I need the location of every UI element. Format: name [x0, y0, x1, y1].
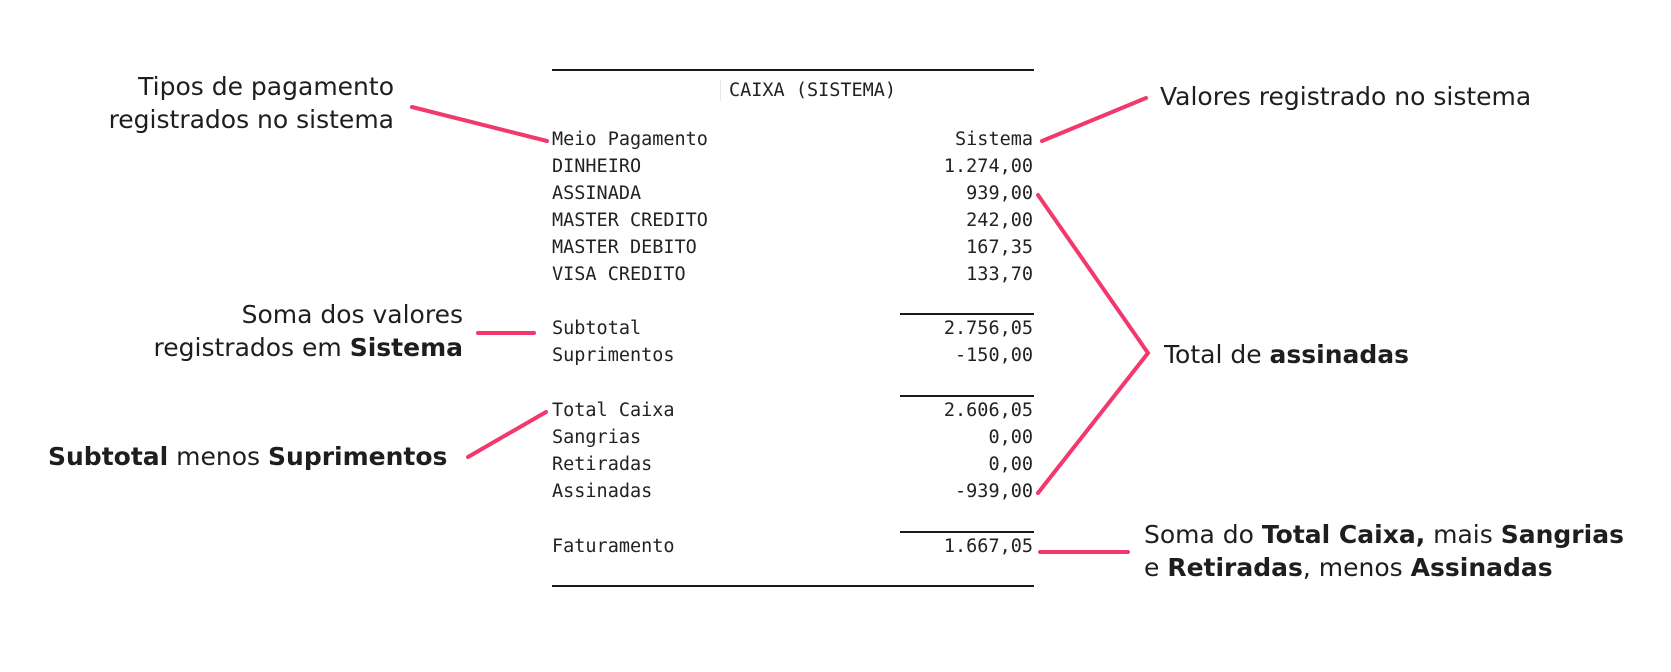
- payment-label: DINHEIRO: [552, 156, 642, 177]
- annotation-line: Soma do Total Caixa, mais Sangrias: [1144, 518, 1624, 551]
- annotation-line: registrados no sistema: [108, 105, 394, 134]
- connector-subtotal-menos: [466, 410, 548, 459]
- annotation-text: registrados em: [153, 333, 350, 362]
- faturamento-value: 1.667,05: [943, 536, 1033, 557]
- connector-tipos-pagamento: [410, 105, 549, 143]
- annotation-emphasis: Total Caixa,: [1261, 520, 1426, 549]
- annotation-subtotal-menos: Subtotal menos Suprimentos: [48, 440, 447, 473]
- payment-value: 939,00: [966, 183, 1033, 204]
- annotation-line: e Retiradas, menos Assinadas: [1144, 551, 1624, 584]
- total-caixa-label: Total Caixa: [552, 400, 675, 421]
- assinadas-label: Assinadas: [552, 481, 653, 502]
- retiradas-value: 0,00: [988, 454, 1033, 475]
- assinadas-value: -939,00: [955, 481, 1033, 502]
- annotation-text: menos: [168, 442, 269, 471]
- connector-total-assinadas: [1036, 193, 1151, 495]
- annotation-line: Soma dos valores: [241, 300, 463, 329]
- suprimentos-label: Suprimentos: [552, 345, 675, 366]
- annotation-emphasis: assinadas: [1269, 340, 1410, 369]
- payment-label: ASSINADA: [552, 183, 642, 204]
- faturamento-label: Faturamento: [552, 536, 675, 557]
- header-value: Sistema: [955, 129, 1033, 150]
- annotation-text: Total de: [1164, 340, 1270, 369]
- payment-value: 242,00: [966, 210, 1033, 231]
- annotation-line: Tipos de pagamento: [138, 72, 394, 101]
- payment-label: MASTER DEBITO: [552, 237, 697, 258]
- annotation-emphasis: Retiradas: [1167, 553, 1303, 582]
- annotation-text: mais: [1425, 520, 1501, 549]
- annotation-text: Soma do: [1144, 520, 1262, 549]
- annotation-line: registrados em Sistema: [154, 331, 463, 364]
- suprimentos-value: -150,00: [955, 345, 1033, 366]
- total-caixa-value: 2.606,05: [943, 400, 1033, 421]
- annotation-total-assinadas: Total de assinadas: [1164, 338, 1409, 371]
- connector-valores-registrados: [1040, 96, 1148, 143]
- sangrias-label: Sangrias: [552, 427, 642, 448]
- payment-value: 1.274,00: [943, 156, 1033, 177]
- annotation-emphasis: Assinadas: [1410, 553, 1553, 582]
- annotation-text: , menos: [1302, 553, 1411, 582]
- annotation-soma-valores: Soma dos valores registrados em Sistema: [154, 298, 463, 364]
- annotation-text: e: [1144, 553, 1168, 582]
- payment-label: MASTER CREDITO: [552, 210, 708, 231]
- subtotal-value: 2.756,05: [943, 318, 1033, 339]
- annotation-emphasis: Sangrias: [1500, 520, 1624, 549]
- annotation-emphasis: Subtotal: [48, 442, 169, 471]
- annotation-valores-registrados: Valores registrado no sistema: [1160, 82, 1532, 111]
- payment-value: 167,35: [966, 237, 1033, 258]
- payment-value: 133,70: [966, 264, 1033, 285]
- annotation-emphasis: Suprimentos: [268, 442, 448, 471]
- subtotal-label: Subtotal: [552, 318, 642, 339]
- sangrias-value: 0,00: [988, 427, 1033, 448]
- header-label: Meio Pagamento: [552, 129, 708, 150]
- annotation-faturamento: Soma do Total Caixa, mais Sangrias e Ret…: [1144, 518, 1624, 584]
- annotation-tipos-pagamento: Tipos de pagamento registrados no sistem…: [109, 70, 394, 136]
- annotation-emphasis: Sistema: [349, 333, 463, 362]
- payment-label: VISA CREDITO: [552, 264, 686, 285]
- retiradas-label: Retiradas: [552, 454, 653, 475]
- receipt-title: CAIXA (SISTEMA): [720, 80, 896, 101]
